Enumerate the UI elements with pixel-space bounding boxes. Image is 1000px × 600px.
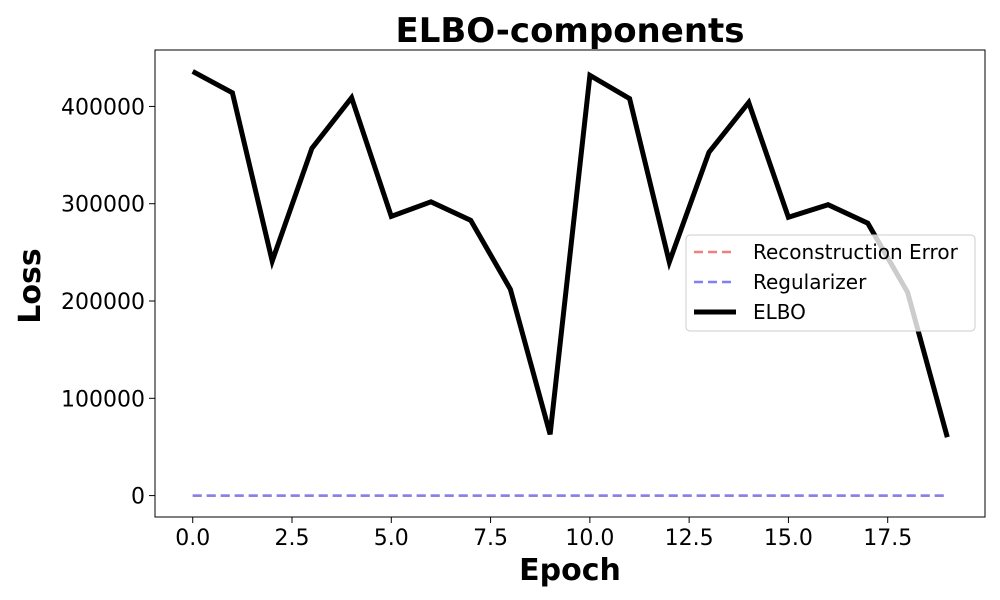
legend-label: ELBO: [753, 300, 806, 324]
series-layer: [191, 69, 950, 497]
y-axis: 0 100000 200000 300000 400000: [61, 95, 155, 510]
plot-frame: [154, 49, 986, 518]
x-tick-label: 5.0: [374, 526, 409, 551]
y-axis-title: Loss: [13, 248, 48, 323]
y-tick-label: 400000: [61, 95, 145, 120]
series-line-elbo: [191, 69, 950, 438]
legend-label: Regularizer: [753, 270, 867, 294]
legend: Reconstruction Error Regularizer ELBO: [685, 234, 976, 332]
x-tick-label: 0.0: [175, 526, 210, 551]
y-tick-label: 300000: [61, 193, 145, 218]
y-tick-label: 0: [131, 485, 145, 510]
x-tick-label: 10.0: [565, 526, 614, 551]
y-tick-label: 200000: [61, 290, 145, 315]
y-tick-label: 100000: [61, 387, 145, 412]
x-tick-label: 7.5: [473, 526, 508, 551]
legend-box: [685, 234, 976, 332]
x-tick-label: 15.0: [764, 526, 813, 551]
chart-title: ELBO-components: [395, 11, 744, 51]
legend-label: Reconstruction Error: [753, 240, 959, 264]
x-tick-label: 17.5: [863, 526, 912, 551]
x-axis: 0.0 2.5 5.0 7.5 10.0 12.5 15.0 17.5: [175, 517, 912, 551]
x-tick-label: 2.5: [275, 526, 310, 551]
x-axis-title: Epoch: [519, 553, 621, 588]
x-tick-label: 12.5: [665, 526, 714, 551]
